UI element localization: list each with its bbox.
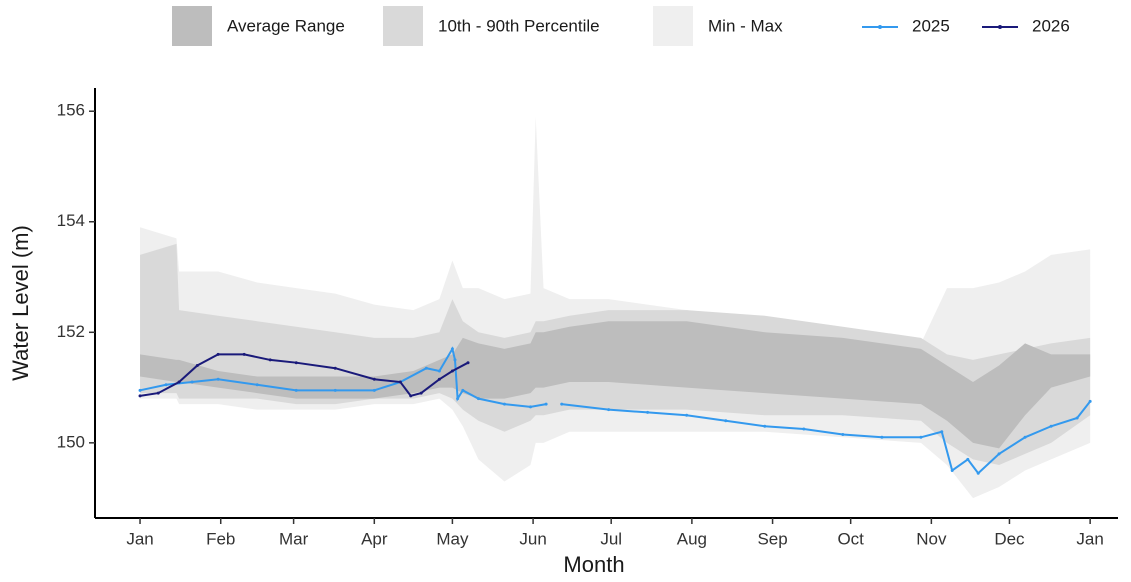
point [138, 388, 142, 392]
legend-label: Average Range [227, 16, 345, 35]
point [450, 369, 454, 373]
point [880, 435, 884, 439]
point [294, 388, 298, 392]
point [372, 377, 376, 381]
point [195, 363, 199, 367]
x-tick-label: Aug [677, 529, 707, 548]
point [437, 369, 441, 373]
point [461, 388, 465, 392]
point [255, 383, 259, 387]
x-tick-label: Feb [206, 529, 235, 548]
y-tick-label: 152 [57, 322, 85, 341]
point [372, 388, 376, 392]
point [607, 408, 611, 412]
point [450, 347, 454, 351]
legend-label: 2025 [912, 16, 950, 35]
point [268, 358, 272, 362]
x-tick-label: Nov [916, 529, 947, 548]
point [950, 468, 954, 472]
point [437, 377, 441, 381]
y-axis-title: Water Level (m) [8, 225, 33, 381]
point [216, 377, 220, 381]
point [333, 388, 337, 392]
point [685, 413, 689, 417]
point [177, 380, 181, 384]
legend-swatch [383, 6, 423, 46]
point [456, 397, 460, 401]
y-tick-label: 154 [57, 211, 85, 230]
x-tick-label: Oct [837, 529, 864, 548]
point [919, 435, 923, 439]
point [940, 430, 944, 434]
point [476, 397, 480, 401]
band [140, 321, 1091, 449]
point [560, 402, 564, 406]
x-tick-label: Dec [994, 529, 1025, 548]
point [242, 352, 246, 356]
point [216, 352, 220, 356]
x-tick-label: Apr [361, 529, 388, 548]
point [164, 383, 168, 387]
point [724, 419, 728, 423]
point [997, 452, 1001, 456]
y-tick-label: 150 [57, 432, 85, 451]
point [528, 405, 532, 409]
line [139, 353, 469, 397]
legend-swatch [172, 6, 212, 46]
point [398, 380, 402, 384]
point [156, 391, 160, 395]
point [419, 391, 423, 395]
point [138, 394, 142, 398]
point [1088, 399, 1092, 403]
point [763, 424, 767, 428]
x-tick-label: Jul [600, 529, 622, 548]
point [294, 361, 298, 365]
legend-point [878, 25, 882, 29]
point [976, 471, 980, 475]
x-tick-label: Jan [126, 529, 153, 548]
point [1075, 416, 1079, 420]
x-tick-label: Jun [519, 529, 546, 548]
point [646, 410, 650, 414]
legend-label: 2026 [1032, 16, 1070, 35]
point [466, 361, 470, 365]
point [1023, 435, 1027, 439]
x-tick-label: Jan [1076, 529, 1103, 548]
point [502, 402, 506, 406]
y-tick-label: 156 [57, 101, 85, 120]
legend-point [998, 25, 1002, 29]
point [802, 427, 806, 431]
legend-swatch [653, 6, 693, 46]
x-tick-label: May [436, 529, 469, 548]
point [966, 457, 970, 461]
point [333, 366, 337, 370]
x-tick-label: Mar [279, 529, 309, 548]
point [190, 380, 194, 384]
point [453, 358, 457, 362]
legend-label: Min - Max [708, 16, 783, 35]
x-axis-title: Month [563, 552, 624, 577]
point [409, 394, 413, 398]
point [1049, 424, 1053, 428]
point [841, 433, 845, 437]
legend-label: 10th - 90th Percentile [438, 16, 600, 35]
x-tick-label: Sep [757, 529, 787, 548]
point [544, 402, 548, 406]
point [424, 366, 428, 370]
